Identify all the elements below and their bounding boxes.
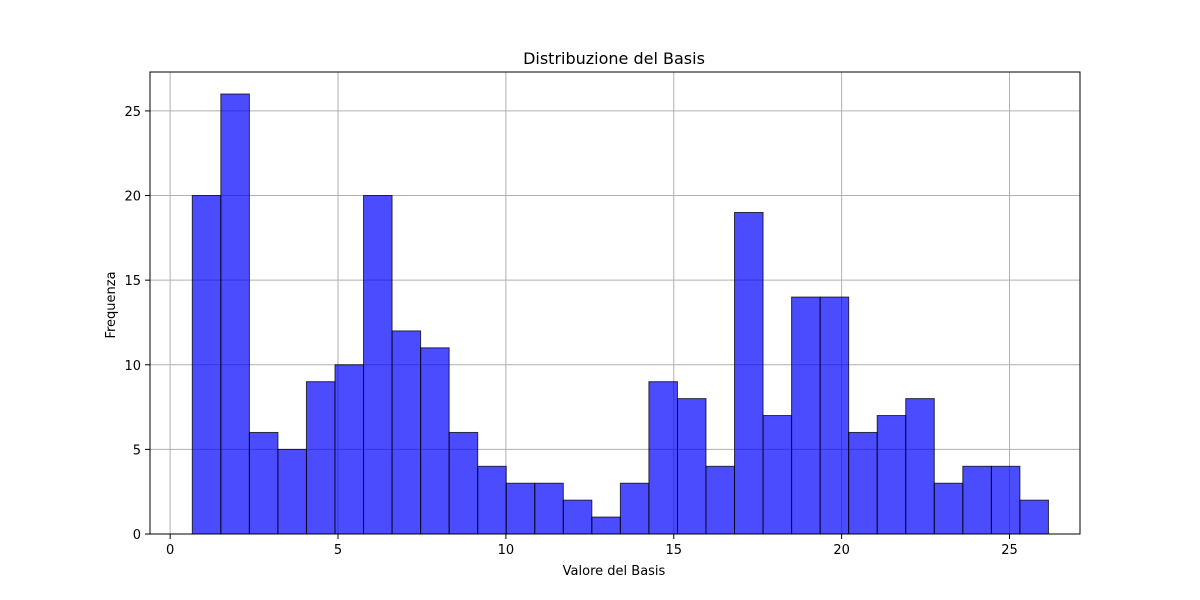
- histogram-bar: [334, 364, 365, 535]
- histogram-bar: [505, 482, 536, 535]
- histogram-bar: [591, 516, 621, 535]
- histogram-bar: [962, 465, 992, 535]
- y-tick-label: 0: [133, 528, 141, 543]
- ticks-layer: 0 5 10 15 20 25 0 5 10 15 20 25: [124, 105, 1017, 558]
- y-tick-label: 5: [133, 443, 141, 458]
- histogram-bar: [305, 381, 336, 535]
- y-tick-label: 20: [124, 190, 141, 205]
- x-tick-label: 15: [665, 543, 682, 558]
- plot-frame: [149, 71, 1081, 535]
- histogram-bar: [819, 296, 850, 535]
- x-tick-label: 20: [833, 543, 850, 558]
- histogram-bar: [676, 398, 707, 535]
- histogram-bar: [448, 431, 479, 535]
- histogram-bar: [619, 482, 650, 535]
- histogram-bar: [420, 347, 450, 535]
- chart-title: Distribuzione del Basis: [523, 49, 705, 68]
- histogram-bar: [248, 431, 279, 535]
- y-tick-label: 10: [124, 359, 141, 374]
- histogram-bar: [1019, 499, 1049, 535]
- x-tick-label: 5: [334, 543, 342, 558]
- histogram-bar: [363, 195, 393, 535]
- x-tick-label: 0: [166, 543, 174, 558]
- histogram-bar: [220, 93, 250, 535]
- histogram-bar: [762, 415, 793, 535]
- histogram-bar: [534, 482, 564, 535]
- y-axis-label: Frequenza: [104, 271, 119, 338]
- histogram-bar: [391, 330, 422, 535]
- x-axis-label: Valore del Basis: [563, 564, 666, 579]
- histogram-bar: [905, 398, 935, 535]
- histogram-bar: [848, 431, 878, 535]
- histogram-bar: [191, 195, 222, 535]
- histogram-bar: [477, 465, 507, 535]
- x-tick-label: 10: [498, 543, 515, 558]
- histogram-bar: [562, 499, 593, 535]
- histogram-bar: [791, 296, 821, 535]
- y-tick-label: 25: [124, 105, 141, 120]
- x-tick-label: 25: [1001, 543, 1018, 558]
- histogram-bar: [876, 415, 907, 535]
- y-tick-label: 15: [124, 274, 141, 289]
- bars-layer: [191, 93, 1049, 535]
- histogram-bar: [705, 465, 736, 535]
- histogram-bar: [933, 482, 964, 535]
- histogram-bar: [734, 211, 764, 535]
- histogram-bar: [277, 448, 307, 535]
- histogram-bar: [990, 465, 1021, 535]
- histogram-bar: [648, 381, 678, 535]
